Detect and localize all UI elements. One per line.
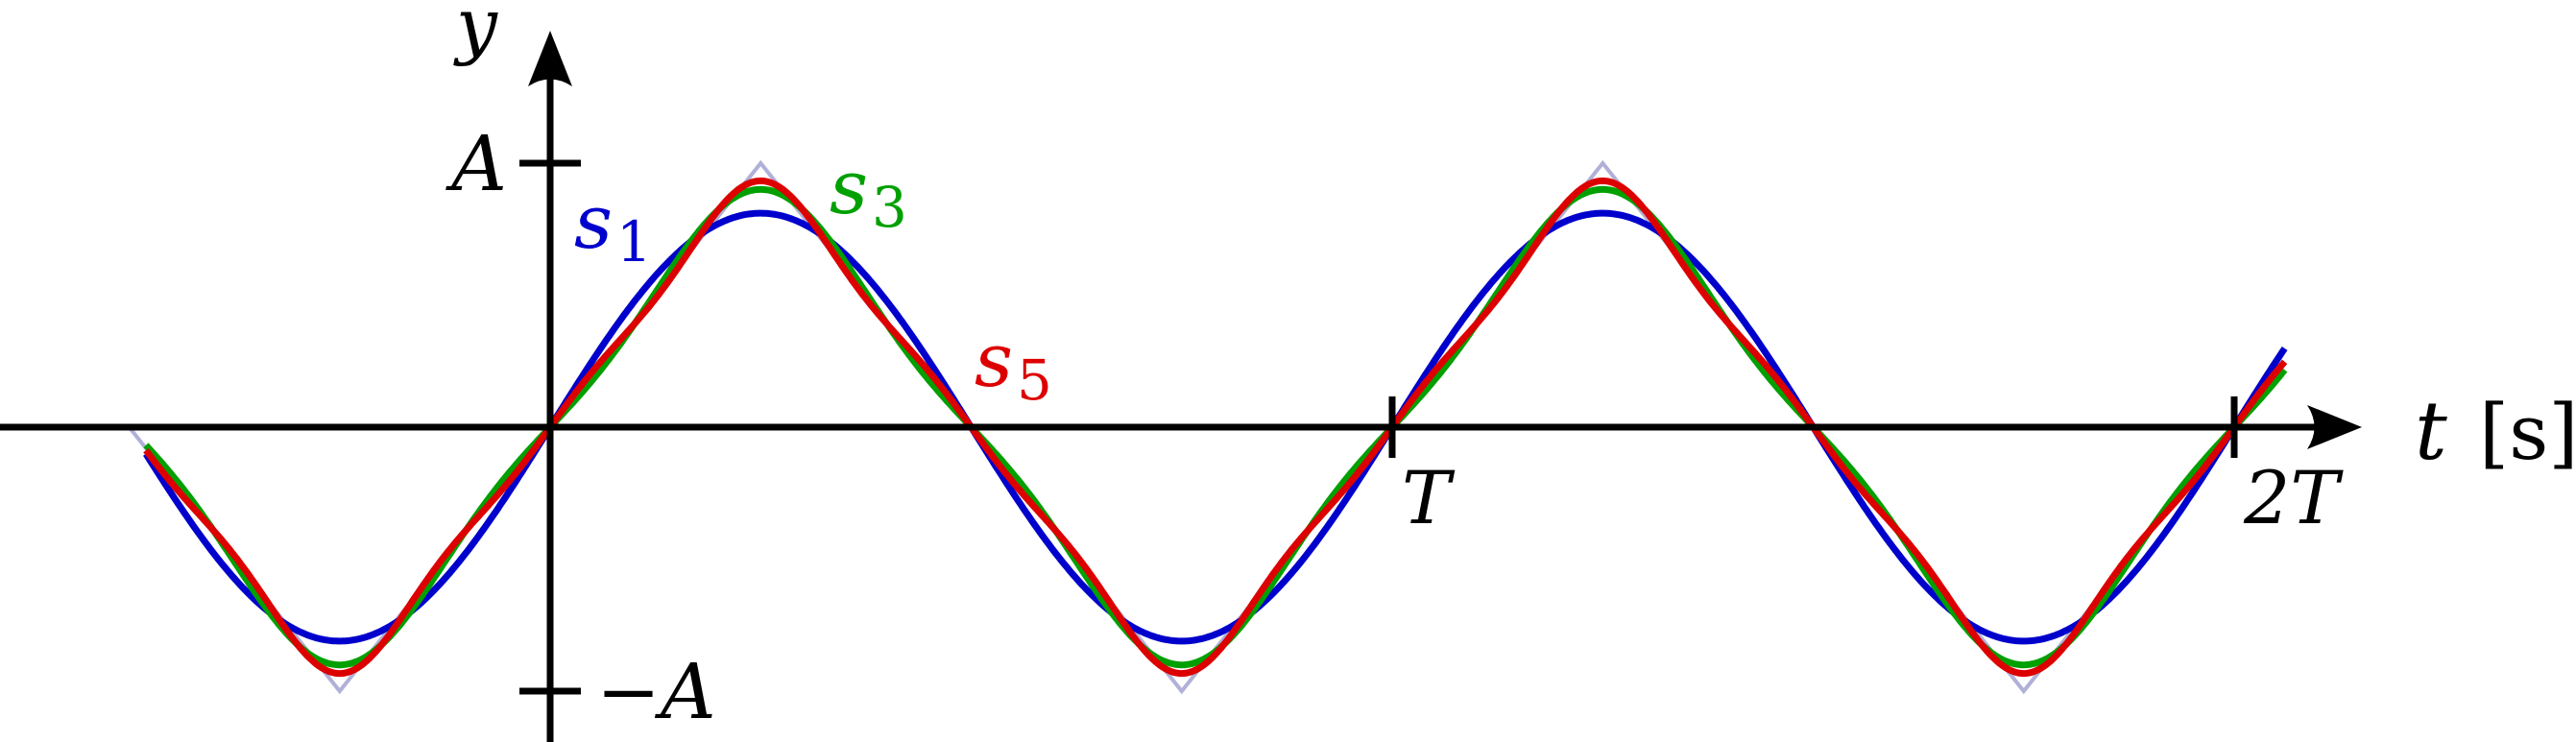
- y-axis-label: y: [453, 0, 498, 67]
- series-label-s3: s3: [830, 145, 907, 240]
- series-labels: s1 s3 s5: [574, 145, 1052, 413]
- x-tick-label: 2T: [2243, 455, 2344, 540]
- x-tick-label: T: [1402, 455, 1456, 540]
- x-axis-arrow: [2307, 405, 2362, 449]
- series-line-s5: [143, 177, 2288, 678]
- series-group: [143, 177, 2288, 678]
- y-tick-label: A: [445, 119, 507, 208]
- x-axis-unit: [s]: [2479, 388, 2576, 477]
- series-line-s1: [143, 209, 2288, 645]
- series-label-s1: s1: [574, 180, 652, 275]
- y-axis-arrow: [528, 31, 572, 86]
- x-ticks: T 2T: [1388, 396, 2344, 540]
- y-tick-label: −A: [596, 647, 716, 736]
- series-label-s5: s5: [975, 318, 1052, 413]
- y-ticks: A −A: [445, 119, 716, 736]
- x-axis-label: t: [2415, 384, 2447, 478]
